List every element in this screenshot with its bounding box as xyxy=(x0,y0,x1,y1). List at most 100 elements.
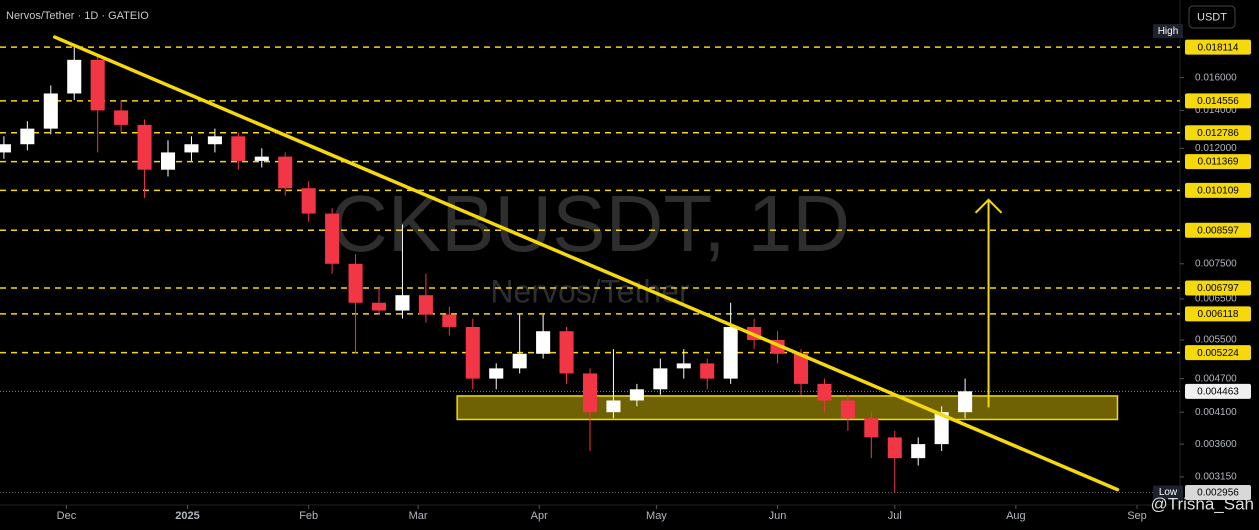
candle-body xyxy=(629,389,644,401)
candle-body xyxy=(184,144,199,153)
level-label: 0.005224 xyxy=(1197,348,1239,359)
candle-body xyxy=(418,295,433,315)
watermark-sub: Nervos/Tether xyxy=(490,273,690,309)
level-label-box xyxy=(1185,222,1251,238)
candle-body xyxy=(137,124,152,170)
y-tick-label: 0.012000 xyxy=(1195,143,1237,154)
y-tick-label: 0.004100 xyxy=(1195,407,1237,418)
candle-body xyxy=(67,59,82,94)
last-price-box xyxy=(1185,383,1251,399)
candle-body xyxy=(207,136,222,145)
y-tick-label: 0.004700 xyxy=(1195,373,1237,384)
level-label: 0.010109 xyxy=(1197,186,1239,197)
high-box xyxy=(1153,24,1183,39)
candle-body xyxy=(348,263,363,303)
low-price-box xyxy=(1185,485,1251,501)
x-tick-label: May xyxy=(646,510,667,522)
level-label: 0.012786 xyxy=(1197,128,1239,139)
target-arrow-head xyxy=(974,198,1003,214)
x-tick-label: Dec xyxy=(57,510,77,522)
level-label: 0.008597 xyxy=(1197,225,1239,236)
candle-body xyxy=(840,400,855,419)
currency-button[interactable]: USDT xyxy=(1188,5,1236,29)
x-tick-label: Jun xyxy=(769,510,787,522)
y-tick-label: 0.003150 xyxy=(1195,472,1237,483)
support-zone xyxy=(456,395,1119,421)
candle-body xyxy=(395,295,410,311)
candle-body xyxy=(676,363,691,369)
currency-button-box[interactable] xyxy=(1188,5,1236,29)
candle-body xyxy=(254,156,269,161)
candle-body xyxy=(371,302,387,311)
y-tick-label: 0.016000 xyxy=(1195,72,1237,83)
candle-body xyxy=(512,353,527,369)
level-label-box xyxy=(1185,154,1251,170)
y-tick-label: 0.003600 xyxy=(1195,439,1237,450)
level-label: 0.006118 xyxy=(1198,309,1239,320)
candle-body xyxy=(442,314,457,327)
candle-body xyxy=(606,400,621,413)
candle-body xyxy=(489,368,504,379)
candle-body xyxy=(817,383,832,401)
candle-body xyxy=(465,326,480,379)
level-label: 0.018114 xyxy=(1198,42,1239,53)
level-label-box xyxy=(1185,182,1251,198)
y-tick-label: 0.014000 xyxy=(1195,105,1237,116)
candle-body xyxy=(20,128,35,145)
last-price-label: 0.004463 xyxy=(1197,386,1239,397)
candle-body xyxy=(278,156,293,189)
level-label-box xyxy=(1185,39,1251,55)
candle-body xyxy=(723,326,738,379)
level-label: 0.014556 xyxy=(1197,96,1239,107)
candle-body xyxy=(559,331,574,374)
level-label: 0.006797 xyxy=(1197,283,1239,294)
candle-body xyxy=(0,144,11,153)
x-tick-label: Aug xyxy=(1006,510,1026,522)
high-label: High xyxy=(1158,26,1179,37)
candle-body xyxy=(887,437,902,459)
x-tick-label: Feb xyxy=(299,510,318,522)
level-label-box xyxy=(1185,125,1251,141)
low-label: Low xyxy=(1159,487,1178,498)
watermark-group: CKBUSDT, 1D Nervos/Tether xyxy=(330,179,850,309)
x-tick-label: Apr xyxy=(531,510,548,522)
candle-body xyxy=(864,418,879,438)
candle-body xyxy=(231,136,246,161)
watermark: CKBUSDT, 1D xyxy=(330,179,850,268)
candle-body xyxy=(700,363,715,379)
candle-body xyxy=(653,368,668,390)
level-label-box xyxy=(1185,280,1251,296)
x-tick-label: 2025 xyxy=(175,510,199,522)
level-label-box xyxy=(1185,306,1251,322)
x-tick-label: Jul xyxy=(888,510,902,522)
candle-body xyxy=(911,444,926,459)
y-tick-label: 0.006500 xyxy=(1195,294,1237,305)
x-tick-label: Sep xyxy=(1127,510,1147,522)
candle-body xyxy=(301,188,316,214)
level-label: 0.011369 xyxy=(1198,157,1239,168)
trendline xyxy=(52,35,1120,492)
credit: @Trisha_Sah xyxy=(1150,494,1254,513)
candle-body xyxy=(90,59,105,111)
candle-body xyxy=(958,391,973,413)
y-tick-label: 0.007500 xyxy=(1195,258,1237,269)
currency-label[interactable]: USDT xyxy=(1197,11,1227,23)
candle-body xyxy=(114,110,129,125)
low-box xyxy=(1153,485,1183,500)
candle-body xyxy=(43,93,58,129)
candle-body xyxy=(325,213,340,264)
candle-body xyxy=(793,353,809,384)
level-label-box xyxy=(1185,345,1251,361)
candle-body xyxy=(934,412,949,445)
x-tick-label: Mar xyxy=(409,510,428,522)
candle-body xyxy=(160,152,176,170)
low-price-label: 0.002956 xyxy=(1197,488,1239,499)
level-label-box xyxy=(1185,93,1251,109)
y-tick-label: 0.005500 xyxy=(1195,335,1237,346)
candle-body xyxy=(536,331,551,354)
chart-title: Nervos/Tether · 1D · GATEIO xyxy=(6,10,149,22)
candle-body xyxy=(582,373,598,413)
